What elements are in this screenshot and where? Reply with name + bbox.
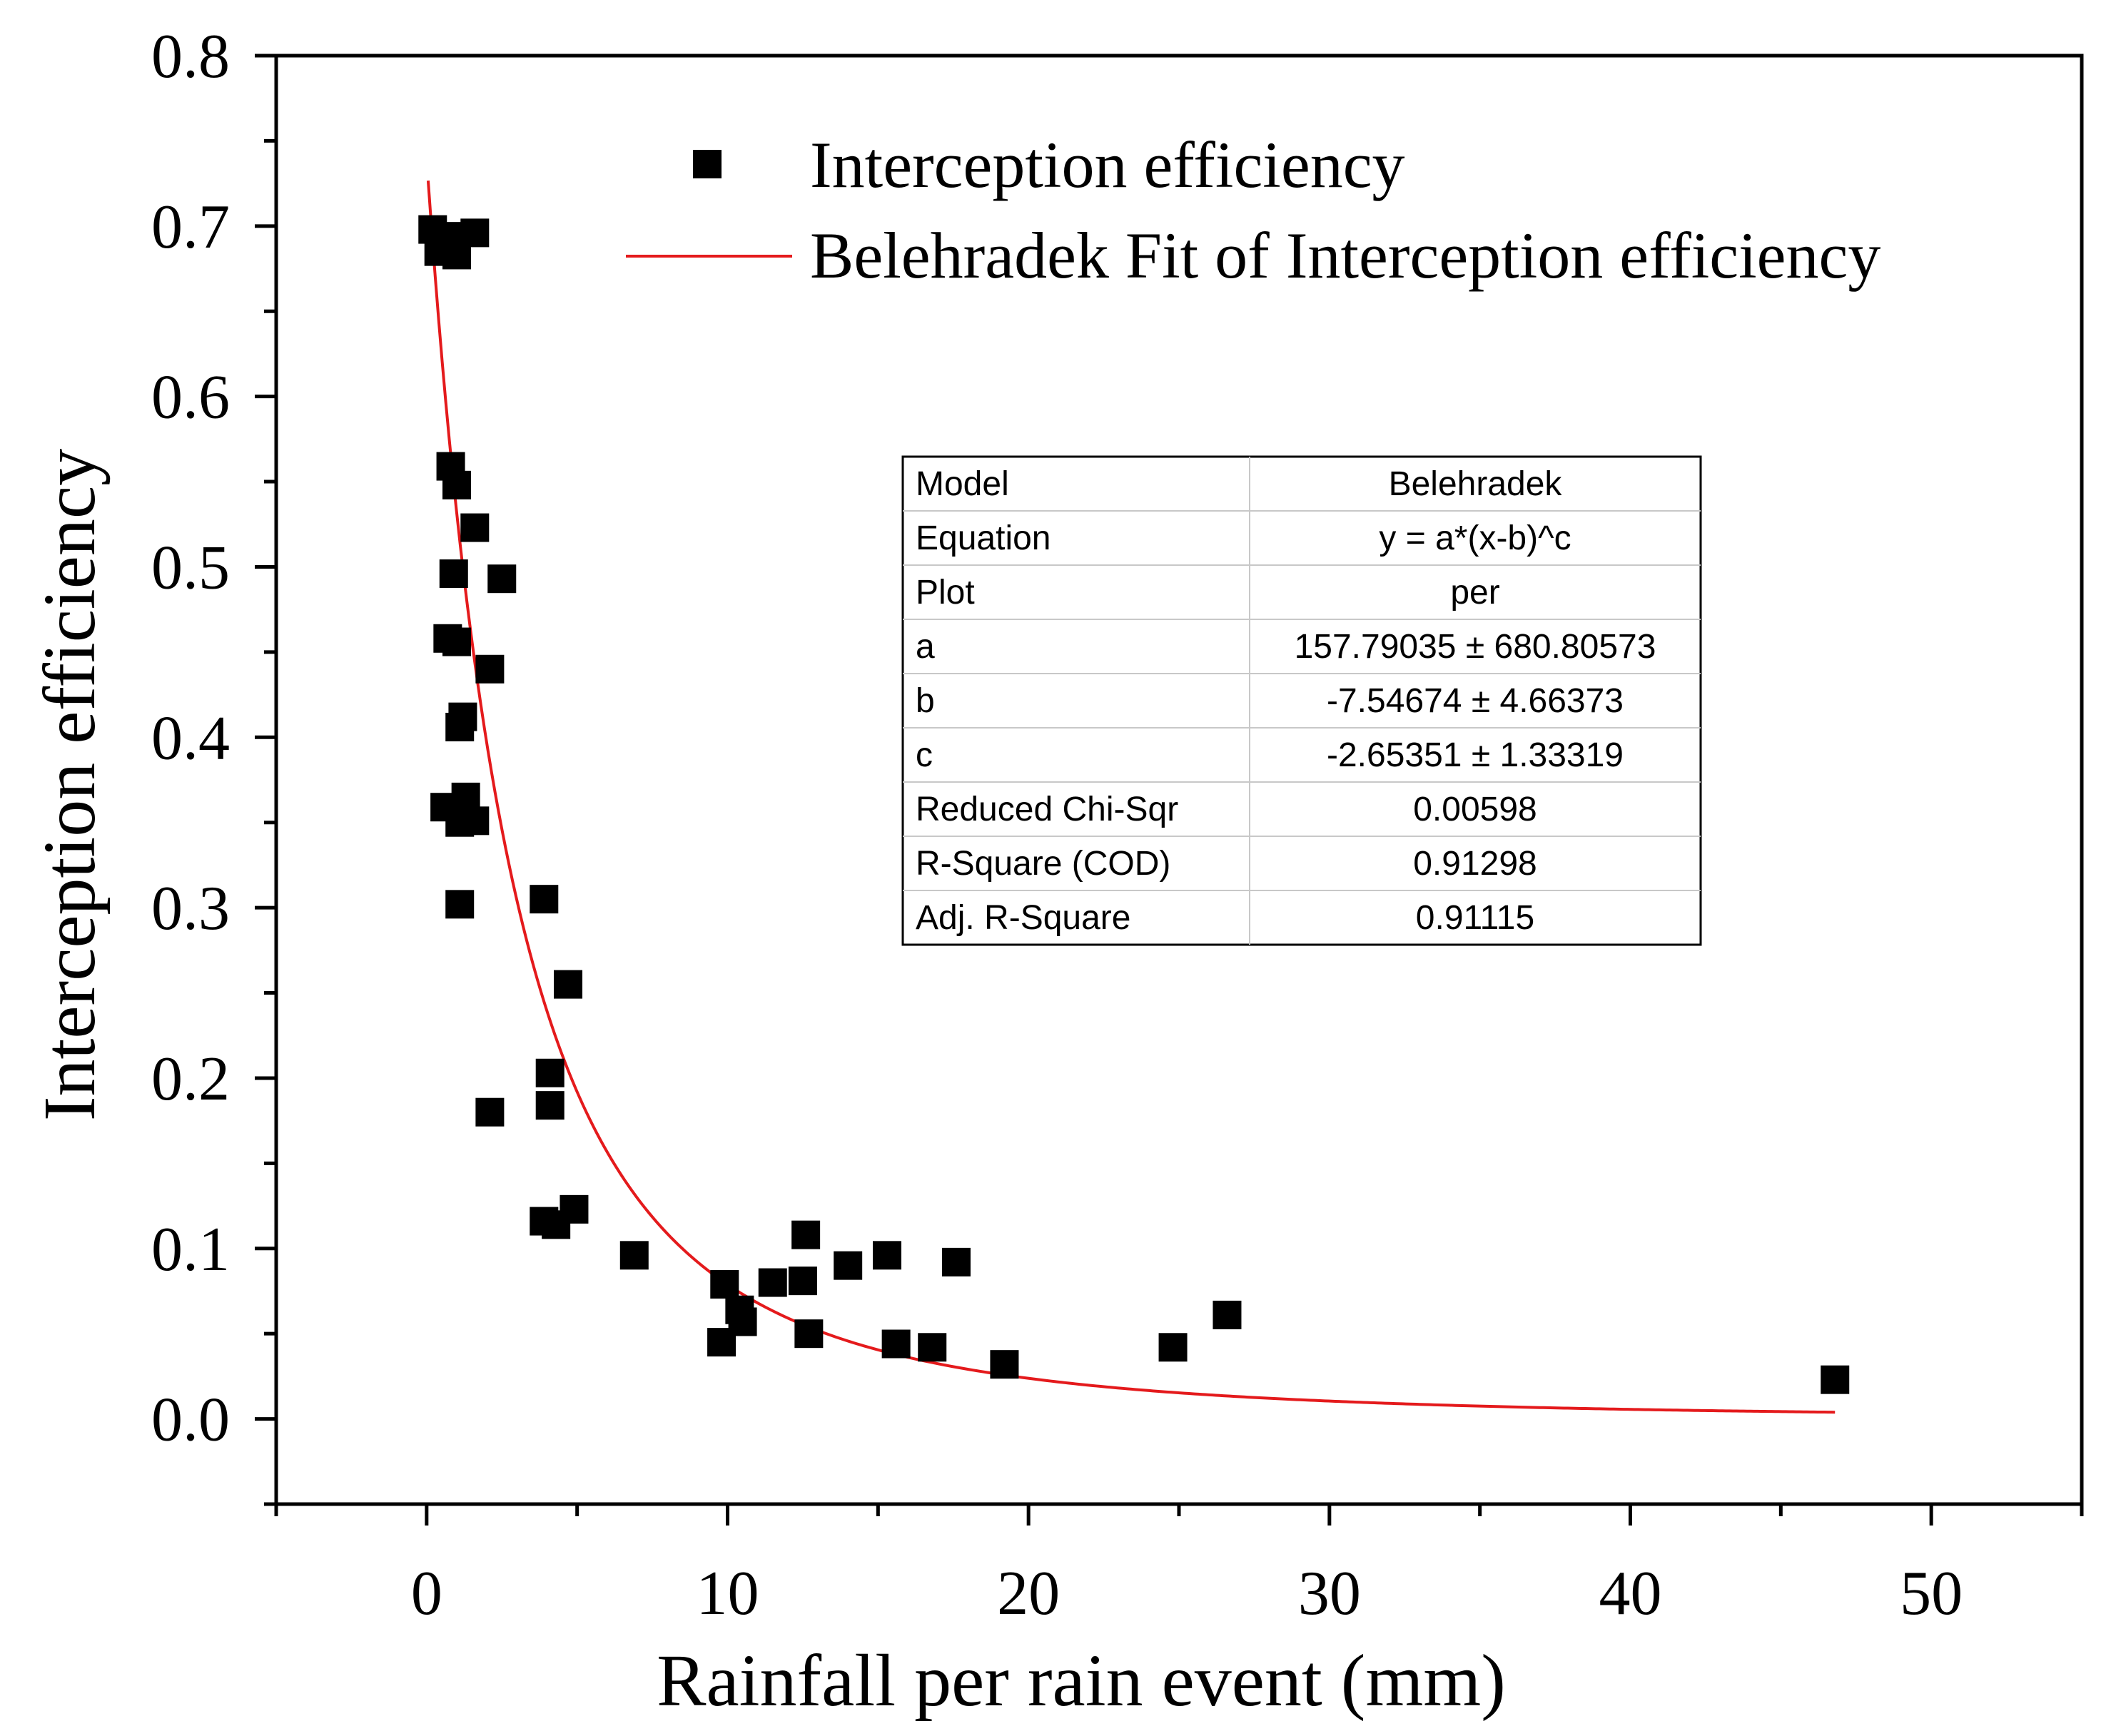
- fit-table-label: a: [916, 628, 935, 666]
- scatter-point: [475, 1097, 505, 1127]
- scatter-point: [442, 470, 471, 499]
- legend: Interception efficiency Belehradek Fit o…: [626, 128, 1880, 292]
- fit-table-label: Reduced Chi-Sqr: [916, 791, 1178, 828]
- legend-marker-scatter: [693, 150, 722, 178]
- scatter-point: [758, 1268, 787, 1297]
- x-axis-label: Rainfall per rain event (mm): [657, 1640, 1506, 1722]
- scatter-point: [1213, 1300, 1242, 1329]
- scatter-point: [707, 1328, 736, 1357]
- scatter-point: [1821, 1365, 1850, 1394]
- y-tick-label: 0.7: [151, 193, 230, 262]
- fit-table-value: 0.00598: [1413, 791, 1537, 828]
- y-tick-label: 0.5: [151, 533, 230, 602]
- scatter-point: [834, 1251, 863, 1280]
- y-tick-label: 0.4: [151, 704, 230, 773]
- fit-table-label: R-Square (COD): [916, 845, 1170, 883]
- legend-label-fit: Belehradek Fit of Interception efficienc…: [810, 219, 1880, 292]
- axis-ticks: 0 10 20 30 40 50 0.0 0.1 0.2 0.3 0.4 0.5 0.6 0.7 0.8: [151, 22, 2084, 1628]
- scatter-point: [460, 218, 490, 248]
- fit-table-frame: [901, 455, 1702, 946]
- scatter-point: [941, 1247, 971, 1276]
- scatter-points: [418, 215, 1850, 1394]
- y-tick-label: 0.8: [151, 22, 230, 91]
- x-tick-label: 50: [1900, 1559, 1963, 1628]
- y-tick-label: 0.2: [151, 1045, 230, 1114]
- x-tick-label: 10: [697, 1559, 759, 1628]
- scatter-point: [918, 1333, 947, 1362]
- scatter-point: [990, 1350, 1019, 1379]
- scatter-point: [460, 806, 490, 836]
- scatter-point: [460, 513, 490, 542]
- scatter-point: [794, 1319, 824, 1349]
- plot-frame: [274, 54, 2084, 1506]
- y-tick-label: 0.1: [151, 1215, 230, 1284]
- fit-table-label: b: [916, 682, 935, 720]
- scatter-point: [451, 782, 480, 811]
- fit-table-label: Equation: [916, 519, 1051, 557]
- scatter-point: [445, 890, 475, 919]
- scatter-point: [475, 654, 505, 684]
- scatter-point: [1158, 1333, 1188, 1362]
- fit-table-value: 157.79035 ± 680.80573: [1295, 628, 1656, 666]
- fit-table-label: Model: [916, 465, 1009, 503]
- y-tick-label: 0.3: [151, 874, 230, 943]
- x-tick-label: 30: [1298, 1559, 1361, 1628]
- y-tick-label: 0.0: [151, 1386, 230, 1455]
- fit-curve-layer: [426, 181, 1836, 1414]
- fit-table-value: -7.54674 ± 4.66373: [1327, 682, 1624, 720]
- fit-table-value: -2.65351 ± 1.33319: [1327, 736, 1624, 774]
- x-tick-label: 40: [1599, 1559, 1662, 1628]
- scatter-point: [710, 1269, 739, 1299]
- scatter-point: [560, 1194, 589, 1224]
- scatter-point: [442, 627, 471, 656]
- fit-table-value: Belehradek: [1389, 465, 1563, 503]
- x-tick-label: 20: [997, 1559, 1060, 1628]
- scatter-point: [530, 885, 559, 914]
- fit-curve: [426, 181, 1836, 1414]
- legend-label-scatter: Interception efficiency: [810, 128, 1405, 201]
- scatter-point: [788, 1267, 817, 1296]
- fit-table-value: y = a*(x-b)^c: [1379, 519, 1571, 557]
- fit-table-label: Adj. R-Square: [916, 899, 1130, 937]
- scatter-point: [535, 1058, 565, 1087]
- scatter-point: [554, 970, 583, 999]
- y-tick-label: 0.6: [151, 363, 230, 432]
- fit-table-value: 0.91298: [1413, 845, 1537, 883]
- fit-results-table: Model Belehradek Equation y = a*(x-b)^c Plot…: [901, 455, 1702, 946]
- scatter-point: [445, 712, 475, 741]
- scatter-point: [619, 1241, 649, 1270]
- fit-table-label: c: [916, 736, 933, 774]
- x-tick-label: 0: [411, 1559, 442, 1628]
- fit-table-value: per: [1450, 574, 1499, 611]
- y-axis-label: Interception efficiency: [29, 449, 111, 1121]
- scatter-point: [439, 559, 468, 589]
- scatter-point: [535, 1091, 565, 1120]
- fit-table-label: Plot: [916, 574, 975, 611]
- scatter-point: [881, 1329, 911, 1359]
- scatter-point: [872, 1241, 901, 1270]
- fit-table-value: 0.91115: [1416, 899, 1534, 937]
- scatter-point: [791, 1220, 821, 1249]
- scatter-point: [487, 564, 517, 594]
